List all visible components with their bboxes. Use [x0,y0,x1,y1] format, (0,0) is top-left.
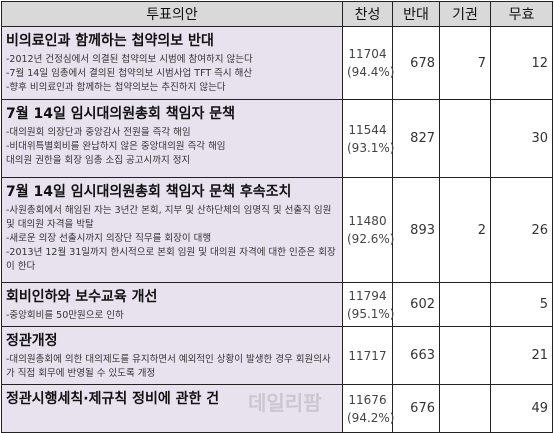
invalid-cell: 21 [490,326,553,385]
agenda-detail: -2013년 12월 31일까지 한시적으로 본회 임원 및 대의원 자격에 대… [6,247,336,272]
agenda-cell: 정관시행세칙·제규칙 정비에 관한 건 [1,384,343,433]
table-row: 비의료인과 함께하는 첩약의보 반대 -2012년 건정심에서 의결된 첩약의보 … [1,26,553,100]
yes-cell: 11480 (92.6%) [342,177,395,283]
agenda-detail: 대의원 권한을 회장 임총 소집 공고시까지 정지 [6,155,191,166]
yes-count: 11794 [348,288,387,303]
yes-cell: 11704 (94.4%) [342,26,395,100]
agenda-title: 정관개정 [6,333,58,349]
agenda-detail: -대의원총회에 의한 대의제도를 유지하면서 예외적인 상황이 발생한 경우 회… [6,354,331,379]
agenda-title: 비의료인과 함께하는 첩약의보 반대 [6,33,214,49]
watermark: 데일리팜 [248,391,322,415]
agenda-title: 정관시행세칙·제규칙 정비에 관한 건 [6,391,220,407]
abstain-cell [439,99,491,178]
agenda-title: 회비인하와 보수교육 개선 [6,289,158,305]
agenda-cell: 정관개정 -대의원총회에 의한 대의제도를 유지하면서 예외적인 상황이 발생한 … [1,326,343,385]
table-body: 비의료인과 함께하는 첩약의보 반대 -2012년 건정심에서 의결된 첩약의보 … [1,26,553,433]
agenda-title: 7월 14일 임시대의원총회 책임자 문책 후속조치 [6,184,292,200]
invalid-cell: 49 [490,384,553,433]
agenda-detail: -비대위특별회비를 완납하지 않은 중앙대의원 즉각 해임 [6,141,226,152]
abstain-cell [439,384,491,433]
agenda-cell: 비의료인과 함께하는 첩약의보 반대 -2012년 건정심에서 의결된 첩약의보 … [1,26,343,100]
yes-cell: 11676 (94.2%) [342,384,395,433]
agenda-cell: 7월 14일 임시대의원총회 책임자 문책 후속조치 -사원총회에서 해임된 자는… [1,177,343,283]
agenda-detail: -향후 비의료인과 함께하는 첩약의보는 추진하지 않는다 [6,82,226,93]
no-cell: 602 [392,282,440,327]
agenda-detail: -새로운 의장 선출시까지 의장단 직무를 회장이 대행 [6,233,212,244]
agenda-detail: -2012년 건정심에서 의결된 첩약의보 시범에 참여하지 않는다 [6,54,253,65]
header-cell: 무효 [490,1,553,27]
yes-count: 11544 [348,122,387,137]
yes-percent: (92.6%) [347,232,395,246]
table-row: 정관시행세칙·제규칙 정비에 관한 건 11676 (94.2%) 676 49 [1,384,553,433]
yes-cell: 11717 [342,326,393,385]
table-row: 정관개정 -대의원총회에 의한 대의제도를 유지하면서 예외적인 상황이 발생한 … [1,326,553,385]
yes-cell: 11794 (95.1%) [342,282,395,327]
invalid-cell: 30 [490,99,553,178]
abstain-cell [439,282,491,327]
table-row: 회비인하와 보수교육 개선 -중앙회비를 50만원으로 인하 11794 (95.1%… [1,282,553,327]
yes-count: 11704 [348,47,387,61]
abstain-cell [439,326,491,385]
no-cell: 676 [392,384,440,433]
agenda-detail: -대의원회 의장단과 중앙감사 전원을 즉각 해임 [6,127,191,138]
abstain-cell: 7 [439,26,491,100]
no-cell: 663 [392,326,440,385]
agenda-detail: -사원총회에서 해임된 자는 3년간 본회, 지부 및 산하단체의 임명직 및 … [6,205,332,230]
no-cell: 678 [392,26,440,100]
yes-percent: (93.1%) [347,140,395,155]
header-cell: 반대 [392,1,440,27]
agenda-title: 7월 14일 임시대의원총회 책임자 문책 [6,106,236,122]
no-cell: 893 [392,177,440,283]
invalid-cell: 26 [490,177,553,283]
yes-count: 11676 [348,392,387,407]
table-row: 7월 14일 임시대의원총회 책임자 문책 -대의원회 의장단과 중앙감사 전원을… [1,99,553,178]
yes-count: 11717 [348,348,387,363]
agenda-cell: 회비인하와 보수교육 개선 -중앙회비를 50만원으로 인하 [1,282,343,327]
agenda-detail: -중앙회비를 50만원으로 인하 [6,310,124,321]
no-cell: 827 [392,99,440,178]
yes-percent: (94.2%) [347,410,395,425]
yes-cell: 11544 (93.1%) [342,99,395,178]
yes-percent: (94.4%) [347,65,395,79]
header-cell: 찬성 [342,1,393,27]
agenda-detail: -7월 14일 임총에서 결의된 첩약의보 시범사업 TFT 즉시 해산 [6,68,253,79]
yes-percent: (95.1%) [347,306,395,321]
yes-count: 11480 [348,214,387,228]
agenda-cell: 7월 14일 임시대의원총회 책임자 문책 -대의원회 의장단과 중앙감사 전원을… [1,99,343,178]
header-cell: 기권 [439,1,491,27]
header-row: 투표의안 찬성 반대 기권 무효 [1,1,553,27]
header-cell: 투표의안 [1,1,343,27]
abstain-cell: 2 [439,177,491,283]
invalid-cell: 5 [490,282,553,327]
invalid-cell: 12 [490,26,553,100]
table-row: 7월 14일 임시대의원총회 책임자 문책 후속조치 -사원총회에서 해임된 자는… [1,177,553,283]
